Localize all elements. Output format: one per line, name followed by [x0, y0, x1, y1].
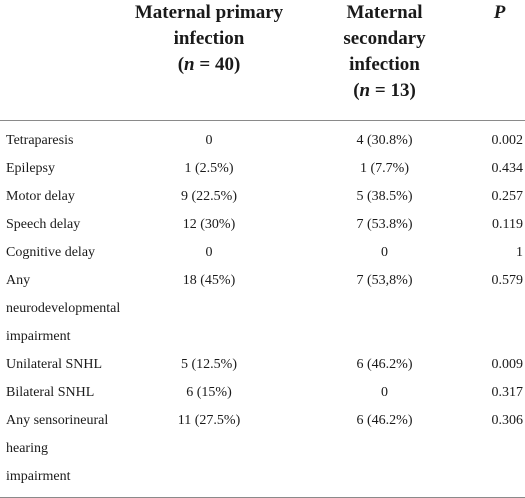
table-row: Any sensorineural hearing impairment 11 (2… [0, 407, 525, 498]
header-secondary-line1: Maternal secondary [343, 2, 426, 49]
row-label: Epilepsy [0, 155, 115, 183]
table-row: Bilateral SNHL 6 (15%) 0 0.317 [0, 379, 525, 407]
cell-maternal-primary: 6 (15%) [186, 385, 232, 400]
table-row: Any neurodevelopmental impairment 18 (45%) 7… [0, 267, 525, 351]
header-secondary-line2: infection [349, 54, 420, 75]
table-row: Motor delay 9 (22.5%) 5 (38.5%) 0.257 [0, 183, 525, 211]
row-label: Any sensorineural hearing impairment [0, 407, 115, 498]
table-row: Epilepsy 1 (2.5%) 1 (7.7%) 0.434 [0, 155, 525, 183]
cell-p-value: 0.119 [492, 217, 523, 232]
cell-p-value: 0.434 [491, 161, 524, 176]
row-label-line: Cognitive delay [6, 245, 96, 260]
header-maternal-primary: Maternal primary infection (n = 40) [115, 0, 303, 121]
cell-p-value: 0.257 [491, 189, 524, 204]
row-label: Cognitive delay [0, 239, 115, 267]
cell-maternal-secondary: 6 (46.2%) [356, 413, 413, 428]
cell-p-value: 0.306 [491, 413, 524, 428]
row-label-line: Unilateral SNHL [6, 357, 103, 372]
cell-maternal-secondary: 6 (46.2%) [356, 357, 413, 372]
row-label-line: Tetraparesis [6, 133, 74, 148]
header-primary-n: (n = 40) [177, 54, 241, 75]
cell-maternal-secondary: 5 (38.5%) [356, 189, 413, 204]
table-body: Tetraparesis 0 4 (30.8%) 0.002 Epilepsy 1 (2.… [0, 121, 525, 498]
row-label: Any neurodevelopmental impairment [0, 267, 121, 351]
cell-maternal-primary: 18 (45%) [182, 273, 236, 288]
header-secondary-n-value: = 13) [370, 80, 416, 101]
cell-p-value: 0.579 [491, 273, 524, 288]
row-label: Bilateral SNHL [0, 379, 115, 407]
cell-maternal-primary: 5 (12.5%) [181, 357, 237, 372]
cell-maternal-secondary: 1 (7.7%) [360, 161, 409, 176]
header-p-value: P [466, 0, 525, 121]
header-secondary-n-symbol: n [359, 80, 371, 101]
cell-maternal-primary: 9 (22.5%) [181, 189, 237, 204]
cell-p-value: 0.317 [491, 385, 524, 400]
row-label-line: neurodevelopmental [6, 301, 121, 316]
table-row: Cognitive delay 0 0 1 [0, 239, 525, 267]
cell-maternal-primary: 1 (2.5%) [184, 161, 234, 176]
row-label: Speech delay [0, 211, 115, 239]
cell-maternal-secondary: 0 [381, 385, 388, 400]
row-label: Tetraparesis [0, 121, 115, 156]
table-row: Tetraparesis 0 4 (30.8%) 0.002 [0, 121, 525, 156]
cell-maternal-secondary: 0 [381, 245, 388, 260]
cell-maternal-secondary: 7 (53,8%) [356, 273, 413, 288]
row-label: Unilateral SNHL [0, 351, 115, 379]
cell-maternal-primary: 12 (30%) [182, 217, 236, 232]
table-row: Speech delay 12 (30%) 7 (53.8%) 0.119 [0, 211, 525, 239]
header-primary-line1: Maternal primary [134, 2, 284, 23]
header-blank [0, 0, 115, 121]
header-secondary-n: (n = 13) [353, 80, 416, 101]
table-row: Unilateral SNHL 5 (12.5%) 6 (46.2%) 0.009 [0, 351, 525, 379]
row-label-line: Any sensorineural [6, 413, 109, 428]
cell-maternal-primary: 11 (27.5%) [177, 413, 241, 428]
header-primary-n-symbol: n [184, 54, 195, 75]
row-label: Motor delay [0, 183, 115, 211]
row-label-line: Speech delay [6, 217, 81, 232]
cell-maternal-primary: 0 [205, 245, 213, 260]
cell-p-value: 0.002 [491, 133, 524, 148]
cell-maternal-primary: 0 [205, 133, 213, 148]
table-header-row: Maternal primary infection (n = 40) Mate… [0, 0, 525, 121]
row-label-line: hearing impairment [6, 441, 71, 484]
row-label-line: Epilepsy [6, 161, 55, 176]
cell-maternal-secondary: 4 (30.8%) [356, 133, 413, 148]
cell-maternal-secondary: 7 (53.8%) [356, 217, 413, 232]
header-primary-line2: infection [173, 28, 245, 49]
header-primary-n-value: = 40) [194, 54, 241, 75]
header-maternal-secondary: Maternal secondary infection (n = 13) [303, 0, 466, 121]
row-label-line: Bilateral SNHL [6, 385, 95, 400]
row-label-line: Any [6, 273, 31, 288]
cell-p-value: 1 [516, 245, 523, 260]
row-label-line: Motor delay [6, 189, 75, 204]
cell-p-value: 0.009 [491, 357, 524, 372]
row-label-line: impairment [6, 329, 71, 344]
